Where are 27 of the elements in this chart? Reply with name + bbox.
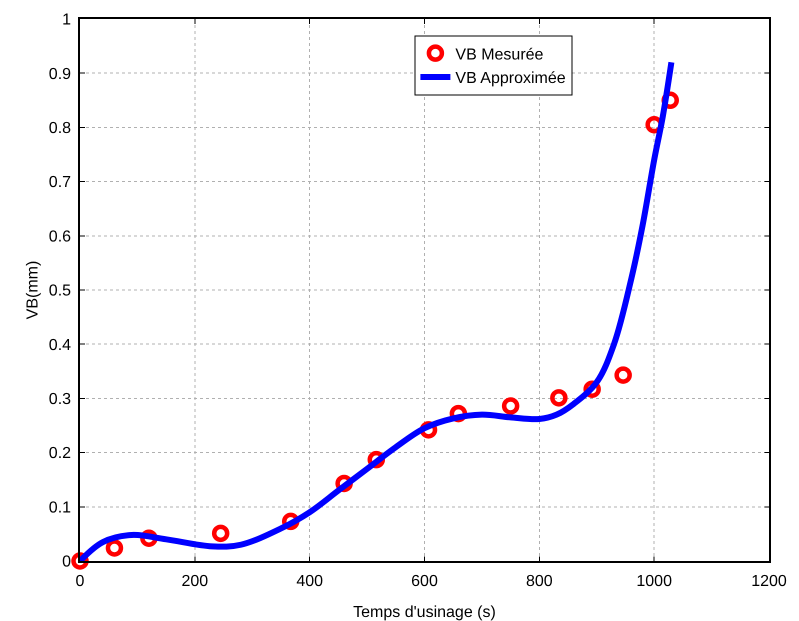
y-tick-label: 0.9 [48, 66, 72, 83]
x-tick-label: 800 [526, 572, 553, 590]
y-tick-label: 0.3 [48, 391, 72, 408]
y-tick-label: 0.8 [48, 120, 72, 137]
y-tick-label: 0.7 [48, 174, 72, 192]
y-tick-label: 0.4 [48, 336, 72, 354]
y-tick-label: 0.5 [48, 282, 72, 300]
y-tick-label: 0.2 [48, 445, 72, 462]
y-tick-label: 1 [62, 12, 72, 29]
x-tick-label: 200 [181, 572, 208, 590]
x-tick-label: 600 [411, 572, 438, 590]
point [212, 524, 230, 542]
point [550, 389, 568, 407]
point [502, 397, 520, 415]
legend-label: VB Mesurée [455, 46, 544, 64]
y-tick-label: 0.1 [48, 499, 72, 516]
point [614, 366, 632, 384]
y-tick-label: 0 [62, 554, 72, 571]
y-tick-label: 0.6 [48, 228, 72, 246]
y-axis-title: VB(mm) [24, 260, 42, 320]
legend-label: VB Approximée [455, 70, 566, 88]
x-tick-label: 0 [76, 572, 85, 590]
point [106, 539, 124, 557]
x-tick-label: 1200 [751, 572, 787, 590]
x-tick-label: 400 [296, 572, 324, 590]
x-axis-title: Temps d'usinage (s) [353, 604, 496, 621]
x-tick-label: 1000 [636, 572, 672, 590]
